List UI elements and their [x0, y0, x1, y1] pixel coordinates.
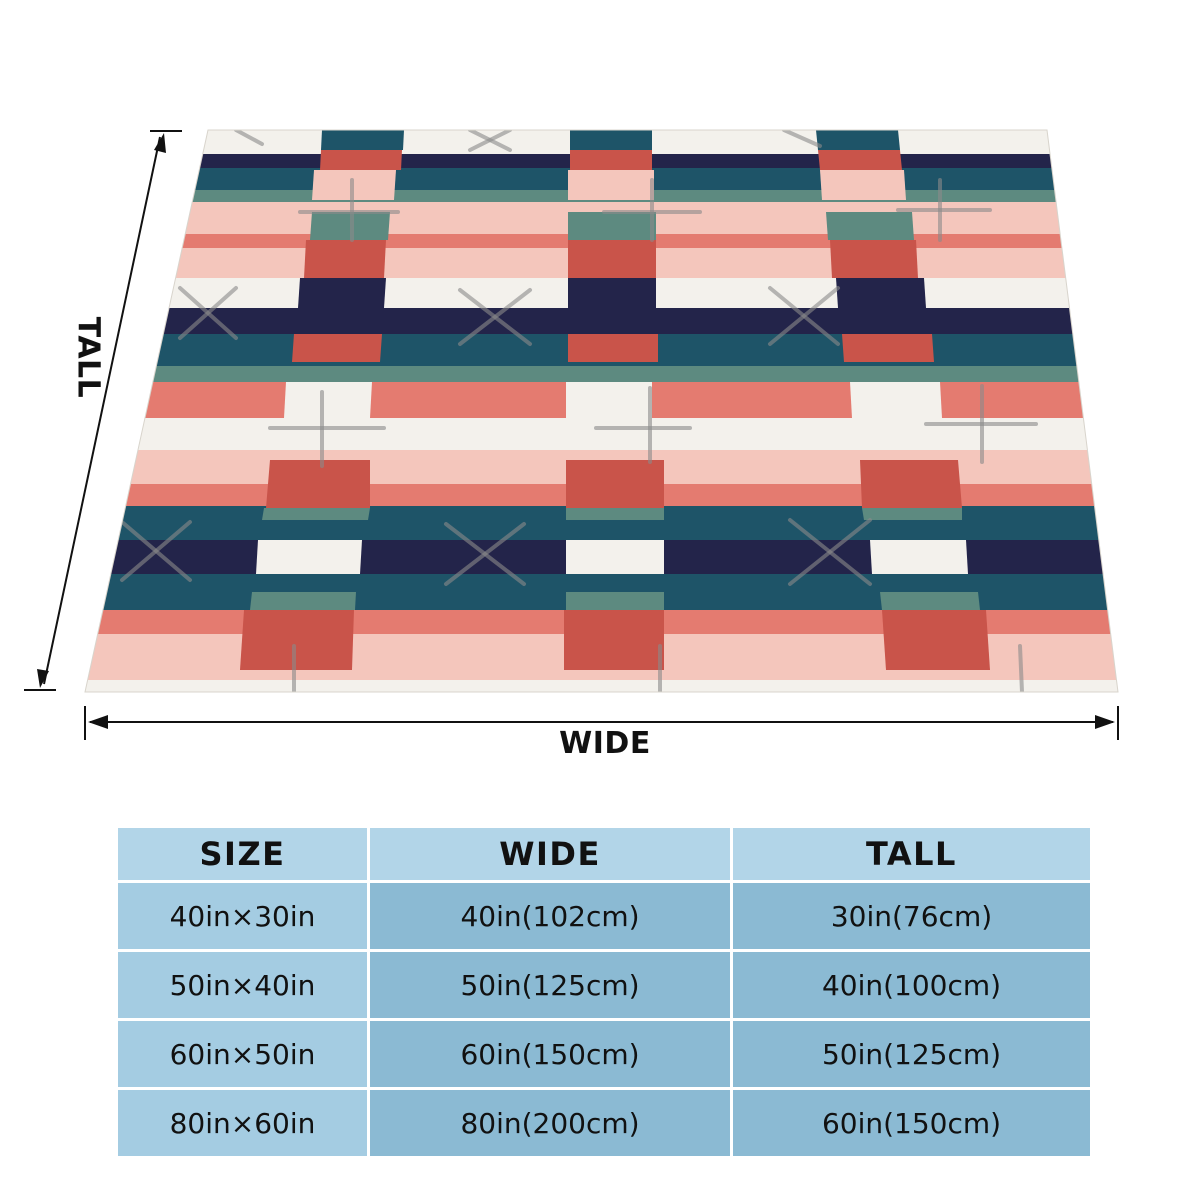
tall-cell: 30in(76cm) [730, 880, 1093, 952]
wide-cell: 40in(102cm) [367, 880, 733, 952]
header-wide: WIDE [367, 825, 733, 883]
table-row: 50in×40in 50in(125cm) 40in(100cm) [115, 949, 1093, 1021]
wide-dimension-arrow [84, 706, 1119, 740]
size-cell: 40in×30in [115, 880, 370, 952]
header-tall: TALL [730, 825, 1093, 883]
tall-dimension-label: TALL [70, 316, 106, 399]
table-row: 40in×30in 40in(102cm) 30in(76cm) [115, 880, 1093, 952]
wide-cell: 60in(150cm) [367, 1018, 733, 1090]
blanket-print [85, 130, 1118, 692]
header-size: SIZE [115, 825, 370, 883]
wide-dimension-label: WIDE [559, 726, 651, 761]
size-cell: 60in×50in [115, 1018, 370, 1090]
tall-cell: 50in(125cm) [730, 1018, 1093, 1090]
wide-cell: 80in(200cm) [367, 1087, 733, 1159]
size-chart-table: SIZE WIDE TALL 40in×30in 40in(102cm) 30i… [115, 825, 1093, 1159]
size-cell: 80in×60in [115, 1087, 370, 1159]
tall-cell: 40in(100cm) [730, 949, 1093, 1021]
wide-cell: 50in(125cm) [367, 949, 733, 1021]
tall-cell: 60in(150cm) [730, 1087, 1093, 1159]
tall-dimension-arrow [24, 130, 182, 691]
table-row: 60in×50in 60in(150cm) 50in(125cm) [115, 1018, 1093, 1090]
size-cell: 50in×40in [115, 949, 370, 1021]
table-header-row: SIZE WIDE TALL [115, 825, 1093, 883]
blanket-figure [24, 129, 1119, 740]
table-row: 80in×60in 80in(200cm) 60in(150cm) [115, 1087, 1093, 1159]
